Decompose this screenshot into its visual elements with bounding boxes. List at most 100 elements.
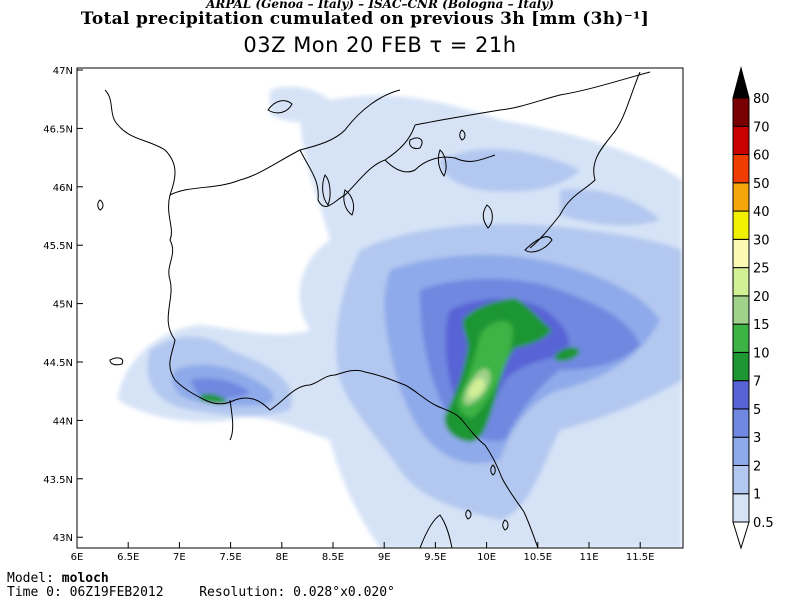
colorbar-label: 20 [753,290,770,305]
lon-label: 11.5E [626,552,655,563]
colorbar-swatch [732,295,750,325]
lon-label: 9E [378,552,391,563]
colorbar-swatch [732,238,750,269]
model-label: Model: [7,571,54,586]
colorbar-label: 15 [753,318,770,333]
lake-outline [97,199,104,211]
lat-label: 46N [53,183,73,194]
island-outline [109,357,124,366]
map-title: Total precipitation cumulated on previou… [80,9,650,29]
colorbar-label: 40 [753,205,770,220]
precip-band-blue [190,378,250,399]
lat-label: 46.5N [43,124,73,135]
colorbar-label: 30 [753,233,770,248]
colorbar-swatch [732,182,750,212]
lat-label: 45.5N [43,241,73,252]
model-line: Model: moloch [7,571,109,586]
model-value: moloch [61,571,109,586]
colorbar-swatch [732,125,750,156]
lat-label: 44N [53,416,73,427]
colorbar-label: 50 [753,177,770,192]
country-border [229,399,234,441]
lon-label: 9.5E [424,552,446,563]
precip-field [118,86,682,548]
lake-outline [409,137,423,149]
colorbar-swatch [732,493,750,523]
country-border [299,124,416,207]
time-label: Time 0: [7,585,62,600]
colorbar-swatch [732,351,750,382]
colorbar-min-triangle [732,521,750,550]
lake-outline [459,129,466,141]
coastline [461,419,539,548]
coastline [529,71,641,249]
lake-outline [482,204,493,229]
colorbar-swatch [732,97,750,127]
colorbar-label: 80 [753,92,770,107]
lat-label: 45N [53,300,73,311]
colorbar-swatch [732,154,750,184]
lon-label: 7.5E [219,552,241,563]
lon-label: 8E [275,552,288,563]
colorbar-swatch [732,210,750,240]
country-border [104,89,176,381]
lon-label: 6E [71,552,84,563]
colorbar-swatch [732,380,750,410]
credit-line: ARPAL (Genoa – Italy) – ISAC–CNR (Bologn… [206,0,554,11]
colorbar-swatch [732,323,750,353]
resolution-value: 0.028°x0.020° [293,585,395,600]
island-outline [502,519,509,531]
country-border [414,71,651,126]
precip-band-yellowgreen [468,378,485,398]
map-borders [97,71,651,548]
island-outline [465,509,472,520]
colorbar-swatch [732,464,750,495]
lake-outline [267,100,293,114]
lon-label: 10E [477,552,496,563]
country-border [384,154,496,173]
precip-band-light [270,86,340,122]
coastline [174,369,463,421]
colorbar-label: 3 [753,431,761,446]
colorbar-label: 60 [753,149,770,164]
coastline [419,514,453,548]
map-frame [76,67,684,549]
colorbar-swatch [732,408,750,438]
coastline [524,236,553,253]
time-line: Time 0: 06Z19FEB2012 Resolution: 0.028°x… [7,585,395,600]
colorbar-label: 25 [753,262,770,277]
lon-label: 7E [173,552,186,563]
precip-band-green [555,347,580,362]
colorbar-label: 2 [753,459,761,474]
colorbar-max-triangle [732,66,750,99]
colorbar-swatch [732,267,750,297]
longitude-axis: 6E 6.5E 7E 7.5E 8E 8.5E 9E 9.5E 10E 10.5E 11E 11.5E [71,542,655,563]
precip-band-lightblue [440,149,580,192]
valid-time: 03Z Mon 20 FEB τ = 21h [243,33,517,57]
lake-outline [322,174,331,206]
lake-outline [437,149,447,177]
colorbar-label: 10 [753,346,770,361]
colorbar-label: 5 [753,403,761,418]
precip-band-lightblue [560,189,660,226]
lake-outline [343,189,355,216]
lon-label: 11E [579,552,598,563]
colorbar-label: 0.5 [753,516,774,531]
colorbar: 0.5 1 2 3 5 7 10 15 20 25 30 40 50 60 70 80 [732,66,774,550]
island-outline [490,464,496,476]
lat-label: 47N [53,66,73,77]
lon-label: 10.5E [524,552,553,563]
lat-label: 43.5N [43,475,73,486]
resolution-label: Resolution: [199,585,286,600]
lon-label: 8.5E [322,552,344,563]
colorbar-label: 1 [753,488,761,503]
colorbar-swatch [732,436,750,466]
colorbar-label: 70 [753,120,770,135]
lon-label: 6.5E [117,552,139,563]
colorbar-label: 7 [753,375,761,390]
time-value: 06Z19FEB2012 [69,585,164,600]
lat-label: 44.5N [43,358,73,369]
lat-label: 43N [53,533,73,544]
latitude-axis: 47N 46.5N 46N 45.5N 45N 44.5N 44N 43.5N 43N [43,66,83,544]
